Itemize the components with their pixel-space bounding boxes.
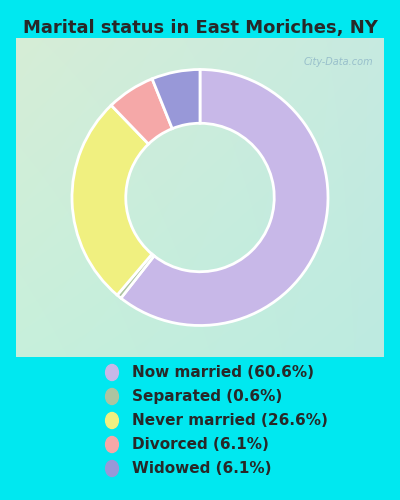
Text: Never married (26.6%): Never married (26.6%)	[132, 413, 328, 428]
Text: Marital status in East Moriches, NY: Marital status in East Moriches, NY	[22, 19, 378, 37]
Wedge shape	[72, 106, 152, 295]
Text: Separated (0.6%): Separated (0.6%)	[132, 389, 282, 404]
Wedge shape	[117, 254, 154, 298]
Text: Widowed (6.1%): Widowed (6.1%)	[132, 461, 272, 476]
Text: Now married (60.6%): Now married (60.6%)	[132, 365, 314, 380]
Wedge shape	[152, 70, 200, 128]
Text: Divorced (6.1%): Divorced (6.1%)	[132, 437, 269, 452]
Wedge shape	[111, 79, 172, 144]
Text: City-Data.com: City-Data.com	[303, 56, 373, 66]
Wedge shape	[121, 70, 328, 326]
